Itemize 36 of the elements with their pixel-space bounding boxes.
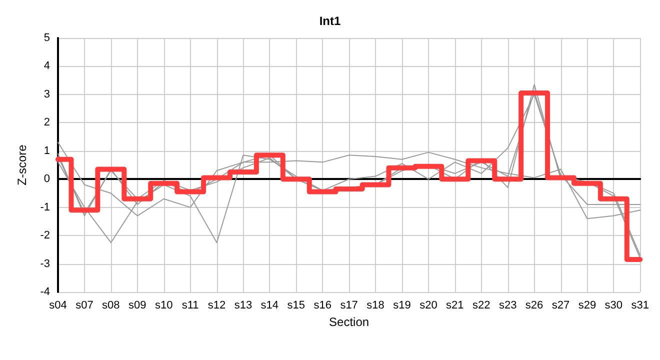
- y-tick-label: 3: [44, 88, 50, 100]
- y-tick-label: 0: [44, 173, 50, 186]
- x-tick-label: s16: [314, 300, 332, 312]
- x-tick-label: s19: [393, 300, 411, 312]
- x-tick-label: s20: [420, 300, 438, 312]
- y-tick-label: -4: [40, 286, 50, 298]
- y-tick-label: -2: [40, 230, 50, 242]
- x-tick-label: s08: [102, 300, 120, 312]
- x-tick-label: s09: [128, 300, 146, 312]
- x-tick-label: s17: [340, 300, 358, 312]
- x-tick-label: s21: [446, 300, 464, 312]
- x-tick-label: s31: [631, 300, 650, 312]
- y-axis-title: Z-score: [15, 144, 29, 186]
- x-tick-label: s13: [234, 300, 252, 312]
- y-tick-label: -3: [40, 258, 50, 270]
- x-tick-label: s04: [49, 300, 67, 312]
- chart-title: Int1: [319, 14, 341, 28]
- x-tick-label: s14: [260, 300, 279, 312]
- x-tick-label: s12: [208, 300, 226, 312]
- y-tick-label: 2: [44, 116, 50, 129]
- x-tick-label: s07: [76, 300, 94, 312]
- y-tick-label: 1: [44, 144, 50, 157]
- x-tick-label: s10: [154, 300, 173, 312]
- x-tick-label: s15: [287, 300, 306, 312]
- x-axis-title: Section: [329, 315, 370, 329]
- x-tick-label: s23: [498, 300, 517, 312]
- x-tick-label: s29: [578, 300, 596, 312]
- x-tick-label: s18: [366, 300, 384, 312]
- x-tick-label: s26: [525, 300, 544, 312]
- x-tick-label: s11: [182, 300, 199, 312]
- y-tick-label: 5: [44, 32, 50, 44]
- x-tick-label: s30: [604, 300, 623, 312]
- y-tick-label: -1: [40, 201, 50, 214]
- x-tick-label: s27: [552, 300, 570, 312]
- x-tick-label: s22: [472, 300, 490, 312]
- y-tick-label: 4: [44, 60, 50, 72]
